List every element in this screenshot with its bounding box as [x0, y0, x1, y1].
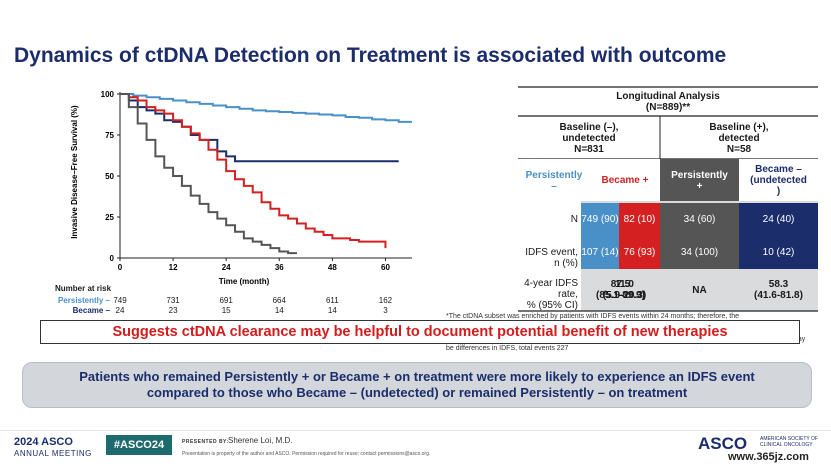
risk-value: 14: [274, 306, 284, 315]
risk-row-label: Persistently –: [57, 296, 110, 305]
x-tick-label: 36: [275, 263, 284, 272]
km-series-line: [120, 93, 297, 255]
risk-value: 24: [115, 306, 125, 315]
risk-value: 15: [221, 306, 231, 315]
cell-n-became-neg: [739, 203, 818, 235]
footnote-end: be differences in IDFS, total events 227: [446, 345, 569, 352]
risk-value: 162: [378, 296, 393, 305]
km-series-line: [120, 93, 412, 123]
risk-value: 749: [113, 296, 127, 305]
x-tick-label: 60: [381, 263, 390, 272]
rate-became-neg: 58.3 (41.6-81.8): [754, 279, 803, 301]
col-persistently-neg: Persistently –: [525, 169, 583, 192]
x-tick-label: 24: [222, 263, 231, 272]
ev-persistently-pos: 34 (100): [680, 246, 719, 258]
km-series-line: [120, 93, 399, 163]
row-n-label: N: [570, 213, 578, 225]
y-tick-label: 75: [105, 131, 114, 140]
n-persistently-pos: 34 (60): [683, 213, 716, 225]
footer-divider: [0, 430, 831, 431]
n-became-pos: 82 (10): [623, 213, 656, 225]
y-axis-label: Invasive Disease–Free Survival (%): [70, 105, 79, 239]
ev-became-neg: 10 (42): [762, 246, 795, 258]
risk-value: 14: [327, 306, 337, 315]
x-tick-label: 0: [118, 263, 123, 272]
rate-persistently-neg: 87.5 (85.1-89.9): [596, 279, 645, 301]
row-rate-label: 4-year IDFS rate,% (95% CI): [524, 278, 578, 311]
n-became-neg: 24 (40): [762, 213, 795, 225]
risk-value: 691: [219, 296, 233, 305]
group-baseline-neg: Baseline (–), undetected N=831: [559, 121, 619, 155]
risk-value: 664: [272, 296, 286, 305]
km-ticks: 0 12 24 36 48 60 0 25 50 75 100: [101, 90, 391, 272]
row-event-label: IDFS event, n (%): [525, 247, 578, 269]
col-persistently-pos: Persistently +: [671, 169, 728, 192]
risk-value: 3: [383, 306, 388, 315]
risk-value: 23: [168, 306, 178, 315]
slide-title: Dynamics of ctDNA Detection on Treatment…: [14, 44, 727, 67]
asco-logo-subtitle: AMERICAN SOCIETY OF CLINICAL ONCOLOGY: [760, 436, 818, 448]
table-grid: [518, 86, 818, 312]
x-axis-label: Time (month): [219, 277, 270, 286]
rate-became-pos: 11.0 (5.9-20.3): [602, 279, 647, 301]
hashtag-badge: #ASCO24: [106, 435, 172, 455]
cell-n-persistently-neg: [581, 203, 619, 235]
group-baseline-pos: Baseline (+), detected N=58: [709, 121, 769, 155]
y-tick-label: 25: [105, 213, 114, 222]
col-became-neg: Became – (undetected): [750, 164, 807, 197]
y-tick-label: 50: [105, 172, 114, 181]
y-tick-label: 0: [110, 254, 115, 263]
presenter-name: Sherene Loi, M.D.: [228, 436, 293, 445]
y-tick-label: 100: [101, 90, 115, 99]
km-chart: 0 12 24 36 48 60 0 25 50 75 100 Invasive Disease–F…: [70, 90, 412, 286]
x-tick-label: 48: [328, 263, 337, 272]
conclusion-box: Patients who remained Persistently + or …: [22, 362, 812, 408]
ev-became-pos: 76 (93): [623, 246, 656, 258]
km-axes: [119, 92, 412, 259]
ev-persistently-neg: 107 (14): [581, 246, 619, 258]
n-persistently-neg: 749 (90): [581, 213, 619, 225]
x-tick-label: 12: [169, 263, 178, 272]
risk-row-label: Became –: [72, 306, 110, 315]
km-lines: [120, 93, 412, 255]
risk-value: 611: [325, 296, 339, 305]
cell-ev-persistently-neg: [581, 235, 619, 269]
presented-by-label: PRESENTED BY:: [182, 439, 229, 445]
asco-logo: ASCO: [698, 434, 748, 453]
disclaimer: Presentation is property of the author a…: [182, 451, 431, 457]
meeting-logo: 2024 ASCO ANNUAL MEETING: [14, 436, 92, 459]
cell-ev-became-pos: [619, 235, 660, 269]
cell-ev-became-neg: [739, 235, 818, 269]
cell-ev-persistently-pos: [660, 235, 739, 269]
risk-value: 731: [166, 296, 180, 305]
key-message-banner: Suggests ctDNA clearance may be helpful …: [40, 320, 800, 344]
risk-table-header: Number at risk: [55, 284, 112, 293]
table-title: Longitudinal Analysis (N=889)**: [616, 91, 720, 113]
cell-n-persistently-pos: [660, 203, 739, 235]
watermark: www.365jz.com: [728, 451, 809, 463]
col-became-pos: Became +: [601, 175, 649, 186]
cell-n-became-pos: [619, 203, 660, 235]
footnote: *The ctDNA subset was enriched by patien…: [446, 313, 739, 320]
km-series-line: [120, 93, 387, 249]
rate-persistently-pos: NA: [692, 284, 707, 296]
